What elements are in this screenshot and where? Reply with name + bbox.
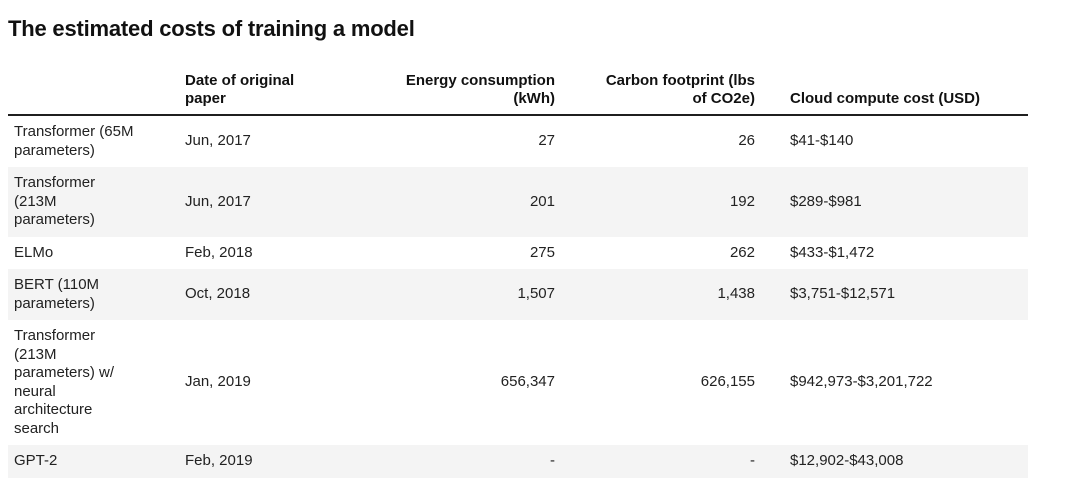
cell-cost: $12,902-$43,008	[790, 452, 904, 469]
cell-date: Feb, 2018	[185, 243, 253, 261]
column-header-cost: Cloud compute cost (USD)	[755, 72, 1028, 116]
cell-cost: $942,973-$3,201,722	[790, 373, 933, 391]
column-header-carbon: Carbon footprint (lbs of CO2e)	[555, 72, 755, 116]
cell-model: Transformer (213M parameters)	[14, 174, 96, 228]
cell-model: Transformer (213M parameters) w/ neural …	[14, 327, 115, 437]
cell-energy: 656,347	[500, 373, 555, 391]
cell-model: ELMo	[14, 243, 54, 261]
table-body: Transformer (65M parameters) Jun, 2017 2…	[8, 115, 1028, 478]
cell-cost: $433-$1,472	[790, 243, 875, 261]
table-row-transformer-213m: Transformer (213M parameters) Jun, 2017 …	[8, 167, 1028, 237]
cell-date: Feb, 2019	[185, 452, 253, 469]
cell-model: Transformer (65M parameters)	[14, 123, 134, 159]
cell-energy: 1,507	[517, 285, 555, 303]
training-costs-table: Date of original paper Energy consumptio…	[8, 72, 1028, 478]
column-header-date: Date of original paper	[180, 72, 378, 116]
cell-carbon: 262	[729, 243, 755, 261]
cell-energy: -	[550, 452, 555, 469]
cell-date: Jan, 2019	[185, 373, 251, 391]
cell-energy: 201	[529, 192, 555, 210]
column-header-energy: Energy consumption (kWh)	[378, 72, 555, 116]
column-header-model	[8, 72, 180, 116]
cell-carbon: 626,155	[700, 373, 755, 391]
page-title: The estimated costs of training a model	[8, 16, 415, 41]
table-header-row: Date of original paper Energy consumptio…	[8, 72, 1028, 116]
cell-model: GPT-2	[14, 452, 58, 469]
cell-date: Jun, 2017	[185, 192, 251, 210]
cell-energy: 275	[529, 243, 555, 261]
cell-model: BERT (110M parameters)	[14, 276, 100, 312]
cell-energy: 27	[538, 132, 555, 150]
cell-carbon: 1,438	[717, 285, 755, 303]
cell-cost: $3,751-$12,571	[790, 285, 896, 303]
table-row-transformer-213m-nas: Transformer (213M parameters) w/ neural …	[8, 320, 1028, 445]
cell-cost: $289-$981	[790, 192, 862, 210]
table-row-transformer-65m: Transformer (65M parameters) Jun, 2017 2…	[8, 115, 1028, 167]
cell-carbon: -	[750, 452, 755, 469]
table-row-bert-110m: BERT (110M parameters) Oct, 2018 1,507 1…	[8, 269, 1028, 320]
cell-date: Jun, 2017	[185, 132, 251, 150]
cell-carbon: 192	[729, 192, 755, 210]
table-row-elmo: ELMo Feb, 2018 275 262 $433-$1,472	[8, 237, 1028, 270]
cell-cost: $41-$140	[790, 132, 854, 150]
cell-carbon: 26	[738, 132, 755, 150]
table-row-gpt2: GPT-2 Feb, 2019 - - $12,902-$43,008	[8, 445, 1028, 478]
cell-date: Oct, 2018	[185, 285, 251, 303]
